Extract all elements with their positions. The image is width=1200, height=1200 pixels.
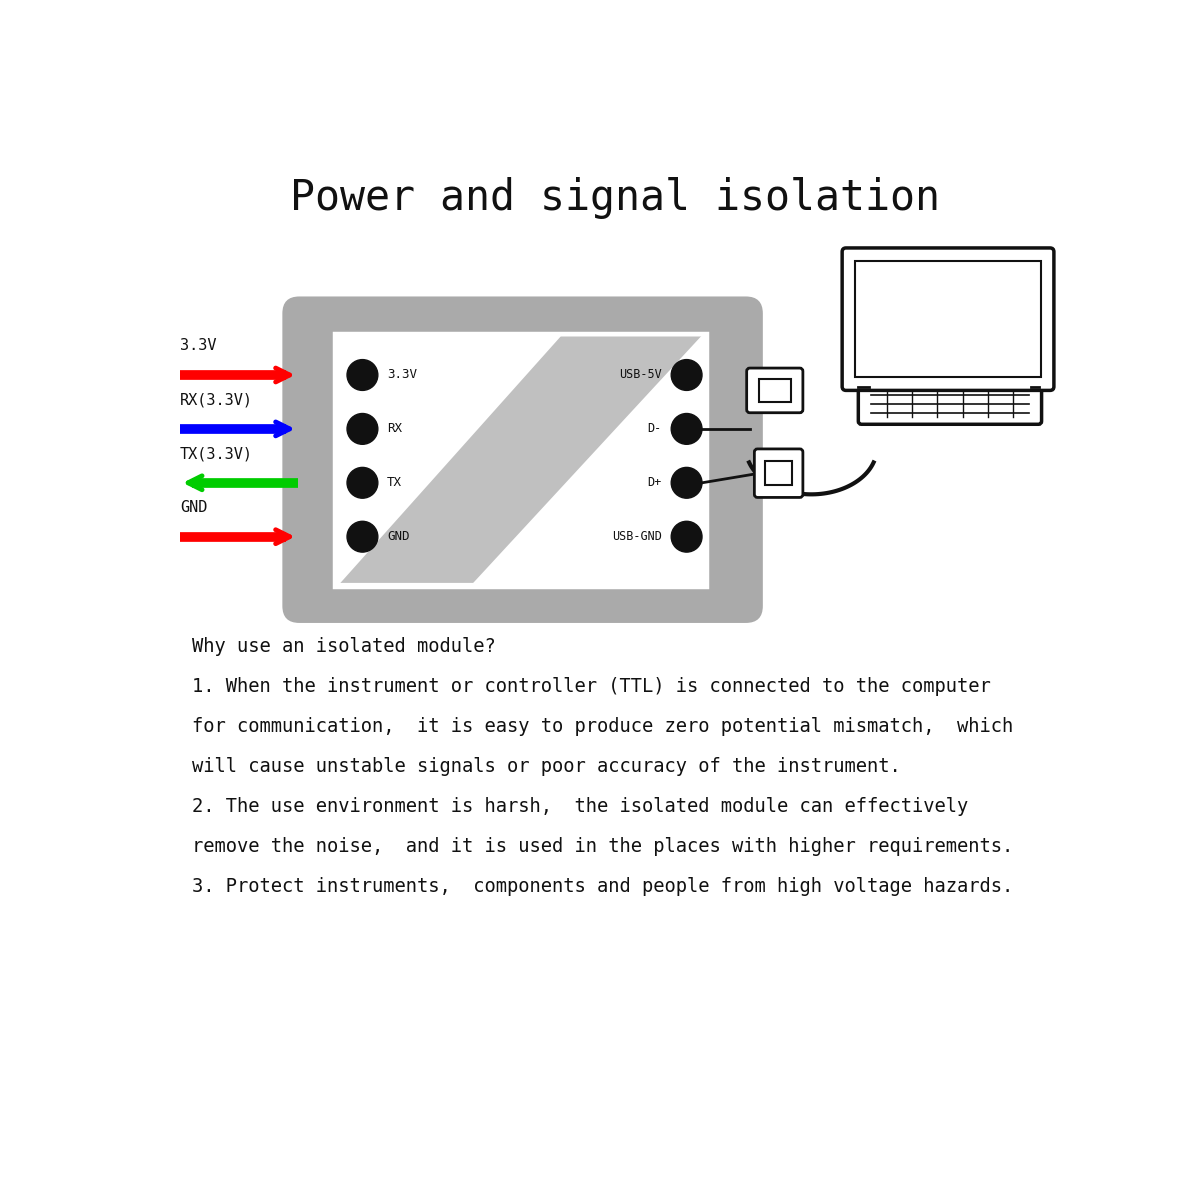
- Bar: [334, 332, 708, 587]
- Text: Power and signal isolation: Power and signal isolation: [290, 176, 940, 218]
- FancyBboxPatch shape: [282, 296, 763, 623]
- Circle shape: [671, 468, 702, 498]
- Text: D+: D+: [648, 476, 662, 490]
- Circle shape: [347, 360, 378, 390]
- FancyBboxPatch shape: [746, 368, 803, 413]
- Circle shape: [347, 521, 378, 552]
- Text: GND: GND: [180, 500, 208, 515]
- Text: remove the noise,  and it is used in the places with higher requirements.: remove the noise, and it is used in the …: [192, 838, 1013, 856]
- Text: 3.3V: 3.3V: [388, 368, 418, 382]
- Circle shape: [671, 521, 702, 552]
- Text: RX: RX: [388, 422, 402, 436]
- Text: 2. The use environment is harsh,  the isolated module can effectively: 2. The use environment is harsh, the iso…: [192, 797, 967, 816]
- Circle shape: [671, 414, 702, 444]
- Text: TX: TX: [388, 476, 402, 490]
- Text: 1. When the instrument or controller (TTL) is connected to the computer: 1. When the instrument or controller (TT…: [192, 677, 990, 696]
- Text: USB-5V: USB-5V: [619, 368, 662, 382]
- Text: will cause unstable signals or poor accuracy of the instrument.: will cause unstable signals or poor accu…: [192, 757, 900, 776]
- Bar: [758, 379, 791, 402]
- Polygon shape: [338, 336, 703, 583]
- Text: D-: D-: [648, 422, 662, 436]
- FancyBboxPatch shape: [842, 248, 1054, 390]
- Text: USB-GND: USB-GND: [612, 530, 662, 544]
- FancyBboxPatch shape: [755, 449, 803, 498]
- Text: for communication,  it is easy to produce zero potential mismatch,  which: for communication, it is easy to produce…: [192, 716, 1013, 736]
- Text: TX(3.3V): TX(3.3V): [180, 446, 253, 461]
- Text: Why use an isolated module?: Why use an isolated module?: [192, 637, 496, 655]
- Text: RX(3.3V): RX(3.3V): [180, 392, 253, 407]
- Bar: [856, 262, 1040, 377]
- Circle shape: [347, 468, 378, 498]
- Text: 3. Protect instruments,  components and people from high voltage hazards.: 3. Protect instruments, components and p…: [192, 877, 1013, 896]
- Circle shape: [671, 360, 702, 390]
- Text: 3.3V: 3.3V: [180, 338, 216, 354]
- FancyBboxPatch shape: [858, 384, 1042, 425]
- Text: GND: GND: [388, 530, 409, 544]
- Bar: [766, 461, 792, 485]
- Circle shape: [347, 414, 378, 444]
